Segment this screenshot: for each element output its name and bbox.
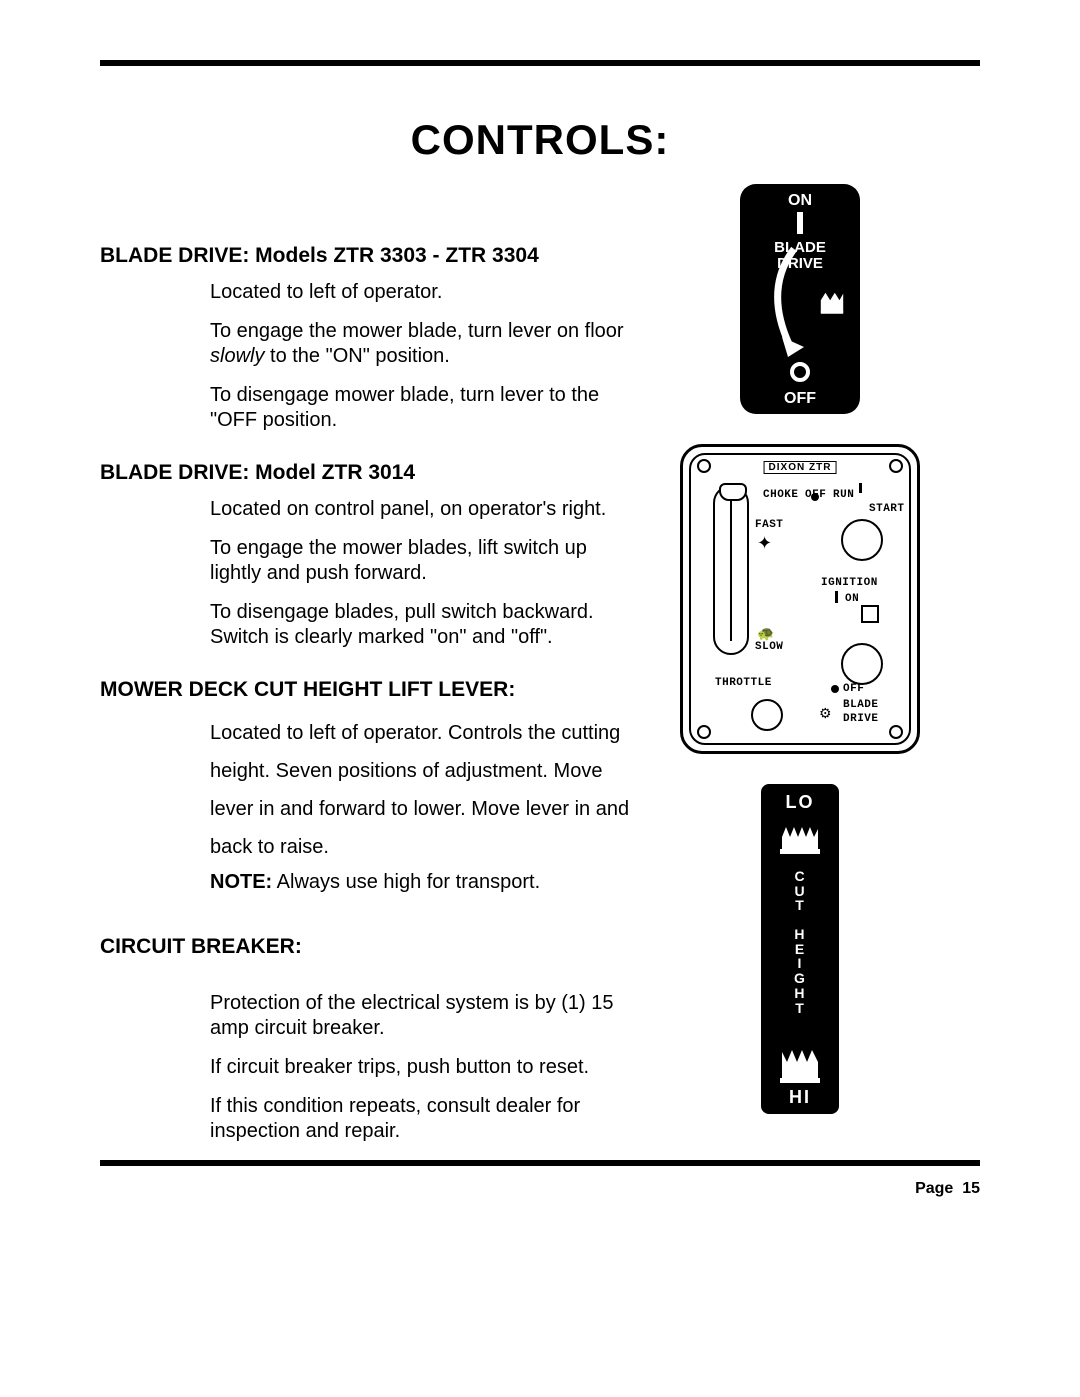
bd-off-text: OFF [740,390,860,408]
cp-drive-label: DRIVE [843,713,879,725]
page-title: CONTROLS: [100,116,980,164]
key-switch-icon [861,605,879,623]
blade-small-icon: ⚙ [819,705,832,722]
cp-run-label: RUN [833,489,854,501]
cp-throttle-label: THROTTLE [715,677,772,689]
content-row: BLADE DRIVE: Models ZTR 3303 - ZTR 3304 … [100,244,980,1158]
turtle-icon: 🐢 [757,625,774,642]
s4-p3: If this condition repeats, consult deale… [210,1094,630,1144]
cp-offswitch-label: OFF [843,683,864,695]
ch-cut-text: CUT [794,869,805,913]
cp-blade-label: BLADE [843,699,879,711]
bottom-rule [100,1160,980,1166]
throttle-slot [713,485,749,655]
bd-blade-icon [818,289,846,317]
section-heading-3: MOWER DECK CUT HEIGHT LIFT LEVER: [100,678,630,702]
s2-p3: To disengage blades, pull switch backwar… [210,600,630,650]
top-rule [100,60,980,66]
cp-off-dot2-icon [831,685,839,693]
ignition-knob-icon [841,519,883,561]
control-panel-diagram: DIXON ZTR CHOKE OFF RUN START FAST ✦ SLO… [680,444,920,754]
cp-on-label: ON [845,593,859,605]
aux-knob-icon [751,699,783,731]
s3-note-label: NOTE: [210,871,272,893]
throttle-knob-icon [719,483,747,501]
cp-on-bar-icon [835,591,838,603]
s2-p2: To engage the mower blades, lift switch … [210,536,630,586]
ch-height-text: HEIGHT [794,927,806,1015]
control-panel-inner: DIXON ZTR CHOKE OFF RUN START FAST ✦ SLO… [689,453,911,745]
s1-p2: To engage the mower blade, turn lever on… [210,319,630,369]
page-num-value: 15 [962,1180,980,1197]
cut-height-decal: LO CUT HEIGHT HI [761,784,839,1114]
screw-icon [889,725,903,739]
s1-p1: Located to left of operator. [210,280,630,305]
cp-fast-label: FAST [755,519,783,531]
comb-lo-icon [780,819,820,855]
s4-p1: Protection of the electrical system is b… [210,991,630,1041]
s3-p2: NOTE: Always use high for transport. [210,870,630,895]
section-heading-2: BLADE DRIVE: Model ZTR 3014 [100,461,630,485]
cp-ignition-label: IGNITION [821,577,878,589]
bd-on-text: ON [788,192,812,210]
rabbit-icon: ✦ [757,533,772,554]
s1-p2b: to the "ON" position. [264,345,449,367]
cp-off-dot-icon [811,493,819,501]
cp-choke-label: CHOKE [763,489,799,501]
section-heading-4: CIRCUIT BREAKER: [100,935,630,959]
page-number: Page 15 [915,1180,980,1198]
cp-start-label: START [869,503,905,515]
ch-lo-text: LO [786,792,815,813]
s1-p2a: To engage the mower blade, turn lever on… [210,320,624,342]
screw-icon [697,459,711,473]
ch-hi-text: HI [789,1087,811,1108]
page-label: Page [915,1180,953,1197]
comb-hi-icon [780,1048,820,1084]
screw-icon [697,725,711,739]
bd-off-circle-icon [790,362,810,382]
text-column: BLADE DRIVE: Models ZTR 3303 - ZTR 3304 … [100,244,630,1158]
s1-p3: To disengage mower blade, turn lever to … [210,383,630,433]
blade-drive-knob-icon [841,643,883,685]
s1-p2-italic: slowly [210,345,264,367]
blade-drive-decal: ON BLADE DRIVE OFF [740,184,860,414]
s3-p1: Located to left of operator. Controls th… [210,714,630,866]
page-content: CONTROLS: BLADE DRIVE: Models ZTR 3303 -… [100,60,980,1158]
bd-on-bar-icon [797,212,803,234]
s2-p1: Located on control panel, on operator's … [210,497,630,522]
s3-note-text: Always use high for transport. [272,871,540,893]
section-heading-1: BLADE DRIVE: Models ZTR 3303 - ZTR 3304 [100,244,630,268]
s4-p2: If circuit breaker trips, push button to… [210,1055,630,1080]
diagram-column: ON BLADE DRIVE OFF [660,184,940,1158]
bd-arrow-icon [754,239,814,359]
cp-slow-label: SLOW [755,641,783,653]
cp-run-bar-icon [859,483,862,493]
cp-logo: DIXON ZTR [764,461,837,474]
screw-icon [889,459,903,473]
